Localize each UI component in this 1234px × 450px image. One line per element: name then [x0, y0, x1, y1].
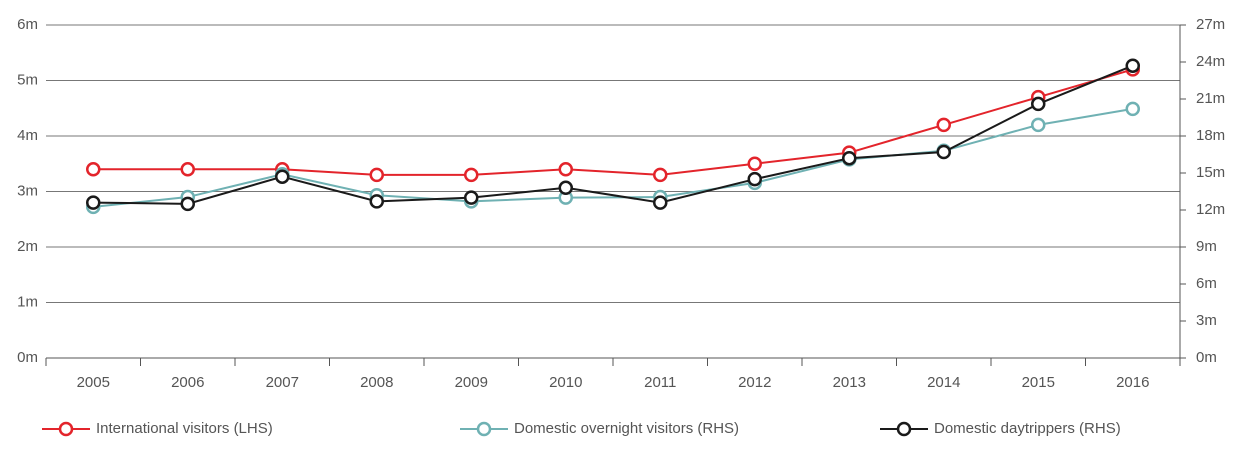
y2-tick-label: 0m — [1196, 349, 1217, 366]
marker — [1031, 96, 1046, 112]
marker — [180, 196, 195, 212]
series-line — [93, 107, 1133, 208]
marker — [936, 144, 951, 160]
y-tick-label: 5m — [17, 71, 38, 88]
legend-marker — [58, 421, 74, 437]
marker — [86, 162, 101, 177]
marker — [464, 190, 479, 205]
y2-tick-label: 12m — [1196, 201, 1225, 218]
legend-label: Domestic daytrippers (RHS) — [934, 420, 1121, 437]
x-tick-label: 2012 — [738, 374, 771, 391]
y2-tick-label: 18m — [1196, 127, 1225, 144]
x-tick-label: 2015 — [1022, 374, 1055, 391]
x-tick-label: 2006 — [171, 374, 204, 391]
y2-tick-label: 24m — [1196, 53, 1225, 70]
marker — [747, 156, 762, 171]
x-tick-label: 2009 — [455, 374, 488, 391]
marker — [275, 169, 290, 184]
x-tick-label: 2011 — [644, 374, 676, 391]
series-line — [93, 68, 1134, 176]
marker — [180, 162, 195, 177]
y2-tick-label: 15m — [1196, 164, 1225, 181]
marker — [369, 167, 384, 183]
legend-label: International visitors (LHS) — [96, 420, 273, 437]
y-tick-label: 6m — [17, 16, 38, 33]
x-tick-label: 2008 — [360, 374, 393, 391]
x-tick-label: 2014 — [927, 374, 960, 391]
marker — [653, 167, 668, 183]
marker — [1125, 58, 1140, 73]
y2-tick-label: 6m — [1196, 275, 1217, 292]
marker — [1031, 117, 1046, 133]
marker — [558, 162, 573, 177]
marker — [936, 117, 951, 133]
marker — [747, 171, 762, 187]
y2-tick-label: 3m — [1196, 312, 1217, 329]
x-tick-label: 2016 — [1116, 374, 1149, 391]
y2-tick-label: 9m — [1196, 238, 1217, 255]
series-line — [93, 64, 1134, 205]
marker — [86, 195, 101, 210]
y-tick-label: 0m — [17, 349, 38, 366]
x-tick-label: 2010 — [549, 374, 582, 391]
marker — [842, 150, 857, 166]
y2-tick-label: 27m — [1196, 16, 1225, 33]
legend-marker — [896, 421, 912, 437]
marker — [464, 167, 479, 183]
y-tick-label: 4m — [17, 127, 38, 144]
y2-tick-label: 21m — [1196, 90, 1225, 107]
x-tick-label: 2005 — [77, 374, 110, 391]
x-tick-label: 2007 — [266, 374, 299, 391]
y-tick-label: 1m — [17, 293, 38, 310]
marker — [558, 180, 573, 196]
x-tick-label: 2013 — [833, 374, 866, 391]
marker — [369, 194, 384, 209]
y-tick-label: 2m — [17, 238, 38, 255]
legend-label: Domestic overnight visitors (RHS) — [514, 420, 739, 437]
y-tick-label: 3m — [17, 182, 38, 199]
marker — [1125, 101, 1140, 117]
legend-marker — [476, 421, 492, 437]
marker — [653, 195, 668, 210]
